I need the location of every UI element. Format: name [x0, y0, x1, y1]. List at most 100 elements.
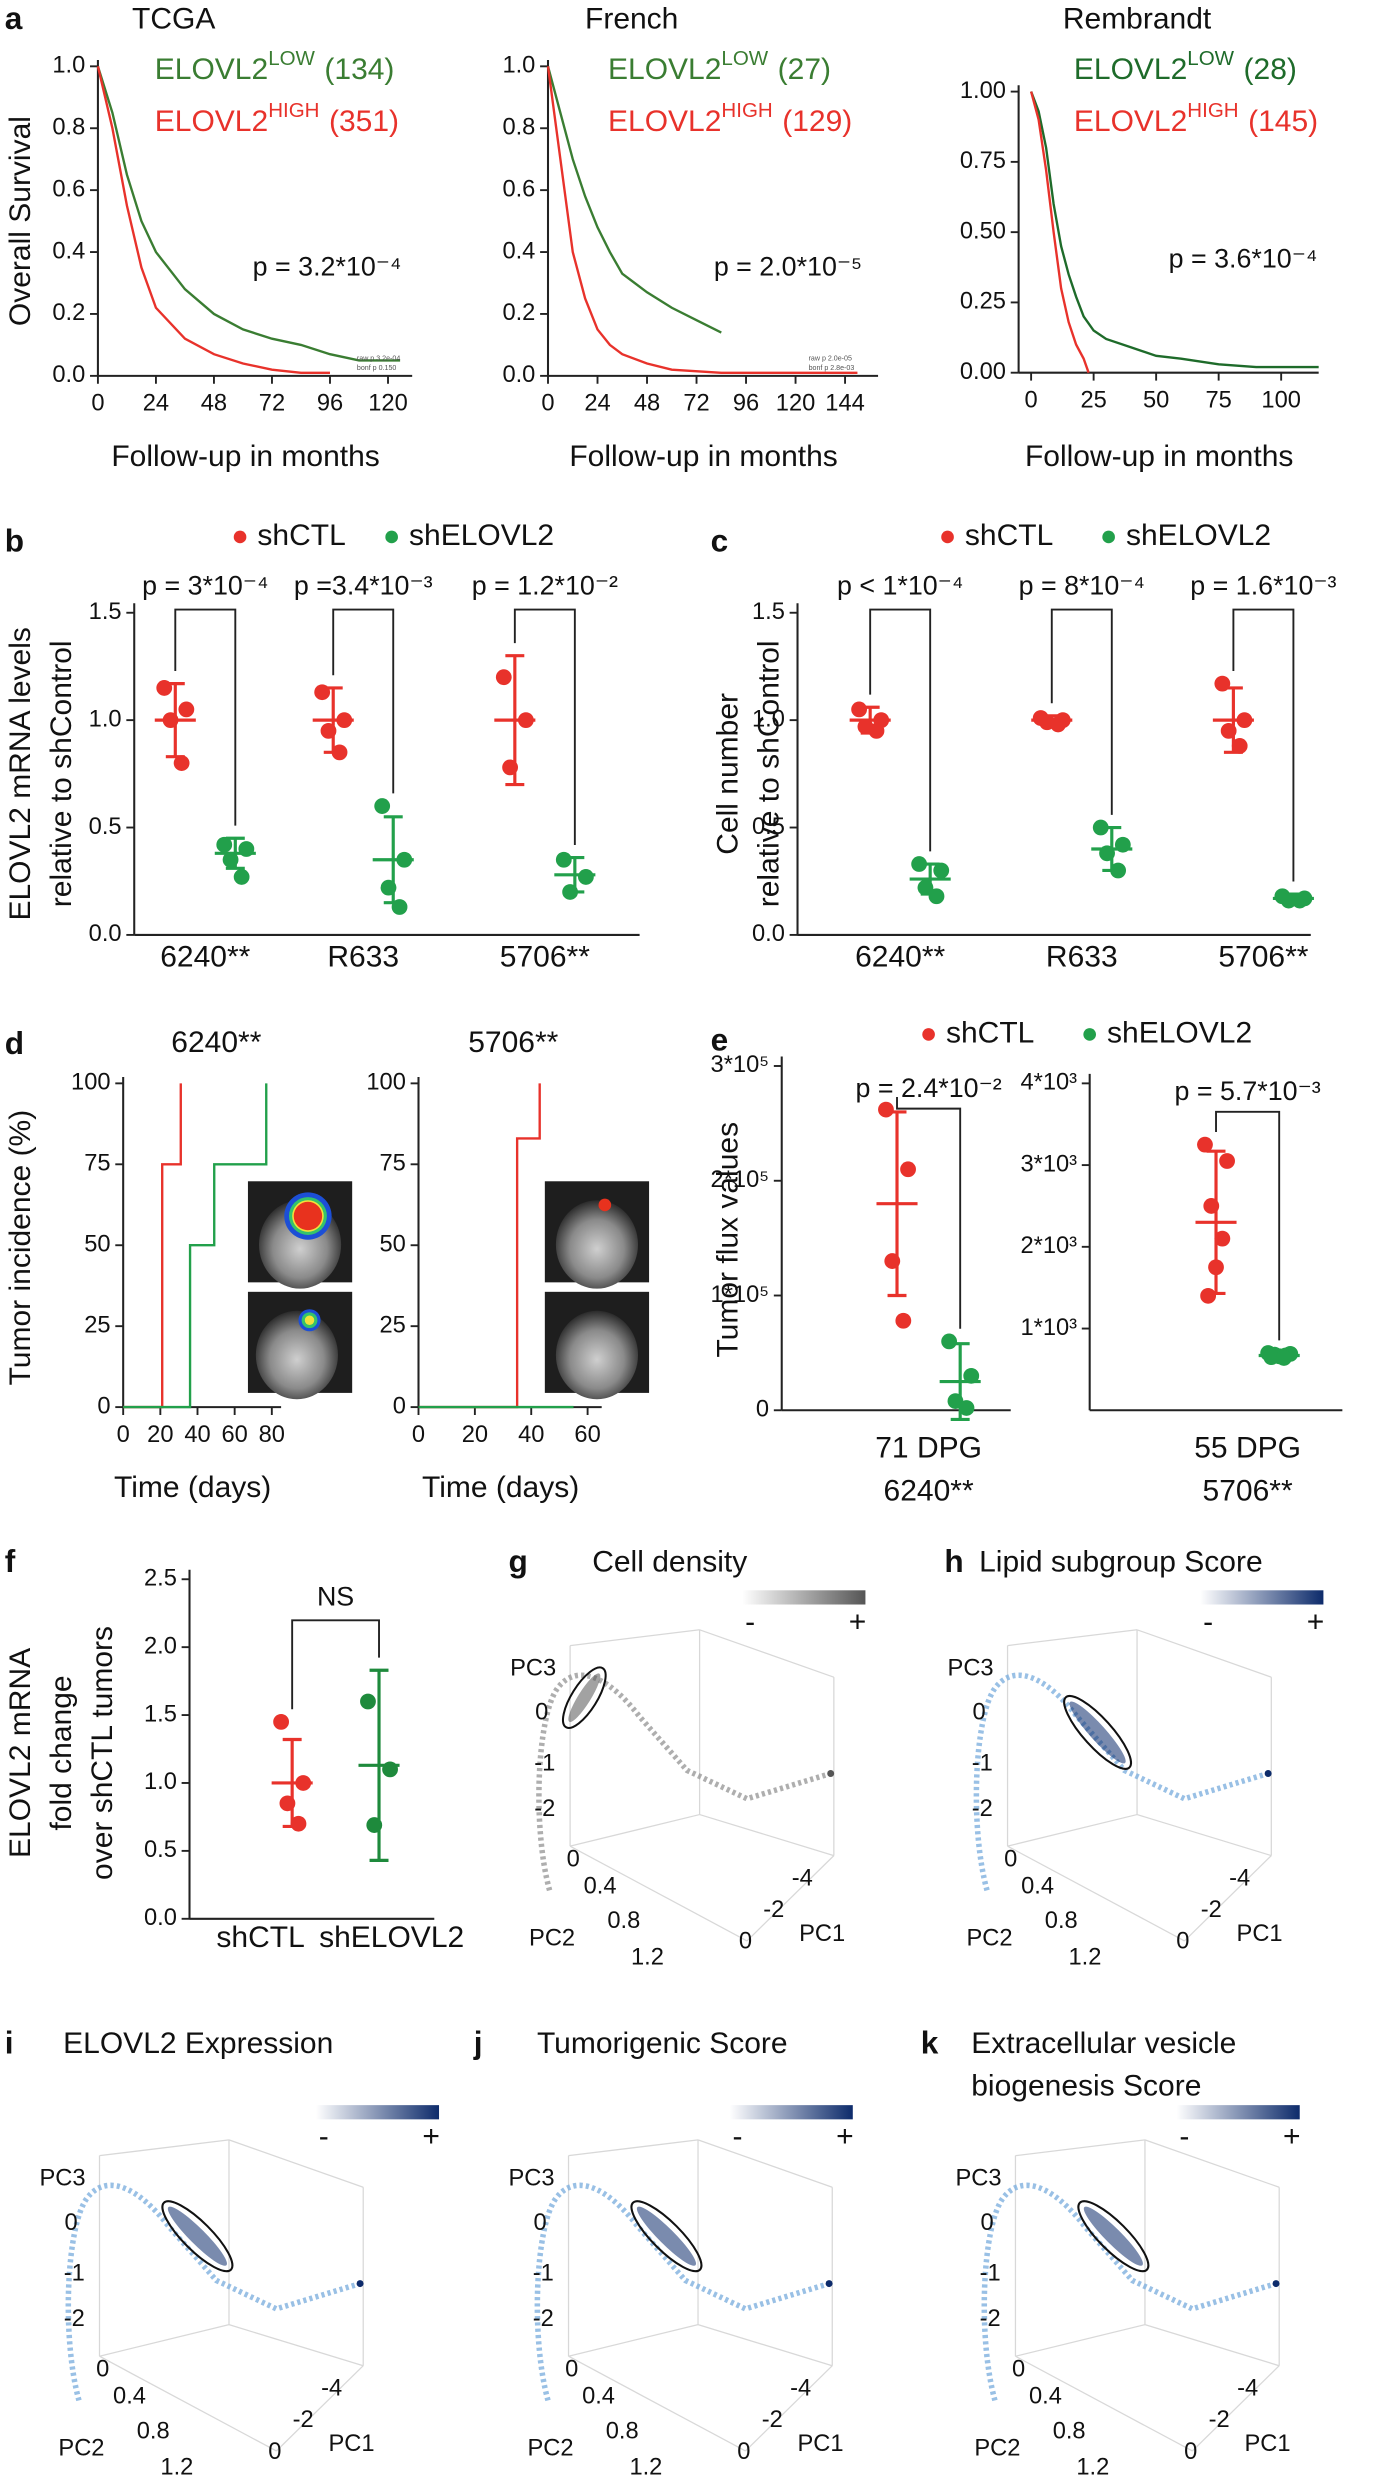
mouse-body	[255, 1310, 338, 1400]
tick-label: -1	[534, 1750, 555, 1776]
y-tick-label: 0	[393, 1393, 406, 1419]
axis-label: PC2	[966, 1926, 1012, 1952]
tick-label: 1.2	[1076, 2455, 1109, 2481]
axis-label: PC1	[328, 2431, 374, 2457]
tick-label: 1.2	[631, 1945, 664, 1971]
data-point	[1263, 1349, 1280, 1366]
data-point	[1208, 1259, 1224, 1276]
bracket	[869, 608, 932, 852]
chart-title: ELOVL2 Expression	[63, 2027, 333, 2060]
data-point	[1280, 892, 1297, 909]
x-tick-label: 80	[259, 1422, 285, 1448]
y-tick-label: 0	[756, 1397, 769, 1423]
color-scale	[315, 2105, 440, 2120]
trajectory-end	[825, 2280, 833, 2288]
x-tick-label: 25	[1080, 387, 1106, 413]
legend-entry: ELOVL2LOW (134)	[155, 47, 395, 86]
tick-label: 0.4	[1029, 2384, 1062, 2410]
tick-label: -2	[293, 2407, 314, 2433]
tick-label: -4	[790, 2376, 811, 2402]
data-point	[360, 1693, 376, 1710]
curve	[1030, 91, 1319, 369]
data-point	[222, 851, 239, 868]
legend-count: (145)	[1248, 105, 1318, 138]
curve	[546, 66, 858, 374]
y-tick-label: 1.0	[89, 706, 122, 732]
data-point	[173, 755, 190, 771]
x-tick-label: shCTL	[216, 1921, 304, 1954]
x-axis-label: Follow-up in months	[111, 440, 379, 473]
plot-box	[1015, 2324, 1146, 2357]
data-point	[320, 722, 337, 739]
legend-count: (129)	[782, 105, 852, 138]
y-tick-label: 1.5	[144, 1701, 177, 1727]
data-point	[1220, 722, 1237, 739]
data-point	[162, 712, 179, 729]
x-tick-label: 72	[683, 391, 709, 417]
panel-letter: b	[5, 523, 24, 559]
data-point	[895, 1312, 912, 1329]
color-scale	[1176, 2105, 1300, 2120]
legend-sup: LOW	[721, 47, 768, 70]
data-point	[1200, 1287, 1217, 1304]
x-tick-label: 20	[462, 1422, 488, 1448]
plot-box	[228, 2324, 364, 2367]
data-point	[238, 841, 255, 857]
tick-label: 0	[973, 1700, 986, 1726]
x-tick-label: shELOVL2	[319, 1921, 464, 1954]
chart-title: Lipid subgroup Score	[979, 1545, 1263, 1578]
p-value: p = 8*10⁻⁴	[1019, 571, 1145, 601]
color-scale	[1200, 1590, 1324, 1605]
legend-entry: ELOVL2HIGH (145)	[1074, 100, 1318, 139]
bracket	[332, 608, 395, 794]
x-tick-label: 71 DPG	[875, 1432, 982, 1465]
y-tick-label: 75	[380, 1151, 406, 1177]
y-axis-label: over shCTL tumors	[86, 1626, 119, 1880]
y-axis-label: Tumor incidence (%)	[4, 1110, 37, 1386]
data-point	[273, 1713, 290, 1730]
y-tick-label: 0.5	[752, 814, 785, 840]
x-tick-label: 5706**	[1218, 941, 1308, 974]
y-tick-label: 50	[84, 1231, 110, 1257]
tick-label: 0.4	[584, 1873, 617, 1899]
y-tick-label: 2.0	[144, 1633, 177, 1659]
p-value: p = 2.4*10⁻²	[856, 1073, 1002, 1103]
legend-label: shCTL	[946, 1016, 1034, 1049]
plot-box	[1007, 1813, 1138, 1847]
x-tick-label: 5706**	[500, 941, 590, 974]
y-tick-label: 1*10³	[1020, 1315, 1077, 1341]
axis-label: PC3	[39, 2166, 85, 2192]
p-value: p = 3.2*10⁻⁴	[253, 252, 402, 282]
plot-box	[1144, 2324, 1280, 2367]
data-point	[928, 888, 945, 905]
y-tick-label: 0.6	[502, 176, 535, 202]
tick-label: 1.2	[1068, 1945, 1101, 1971]
p-value: p = 3*10⁻⁴	[142, 571, 268, 601]
data-point	[933, 862, 950, 879]
x-tick-label: 75	[1205, 387, 1231, 413]
axis-label: PC1	[1237, 1921, 1283, 1947]
plot-box	[697, 2139, 833, 2188]
axis-label: PC3	[948, 1656, 994, 1682]
legend-marker	[922, 1028, 935, 1041]
x-tick-label: 55 DPG	[1194, 1432, 1301, 1465]
data-point	[380, 879, 397, 896]
p-value: p = 1.2*10⁻²	[472, 571, 618, 601]
data-point	[878, 1101, 894, 1118]
curve	[546, 66, 722, 334]
x-tick-label: 120	[368, 391, 407, 417]
dense-region	[167, 2206, 227, 2266]
signal-blob	[293, 1201, 323, 1231]
legend-marker	[1083, 1028, 1096, 1041]
axis-label: PC3	[955, 2166, 1001, 2192]
y-tick-label: 25	[380, 1312, 406, 1338]
panel-letter: g	[509, 1543, 528, 1579]
tick-label: 0	[1004, 1847, 1017, 1873]
tick-label: 0.8	[137, 2418, 170, 2444]
curve	[418, 1083, 541, 1409]
data-point	[1236, 712, 1253, 729]
tick-label: -2	[763, 1897, 784, 1923]
axis-label: PC1	[1244, 2431, 1290, 2457]
tick-label: -1	[980, 2260, 1001, 2286]
